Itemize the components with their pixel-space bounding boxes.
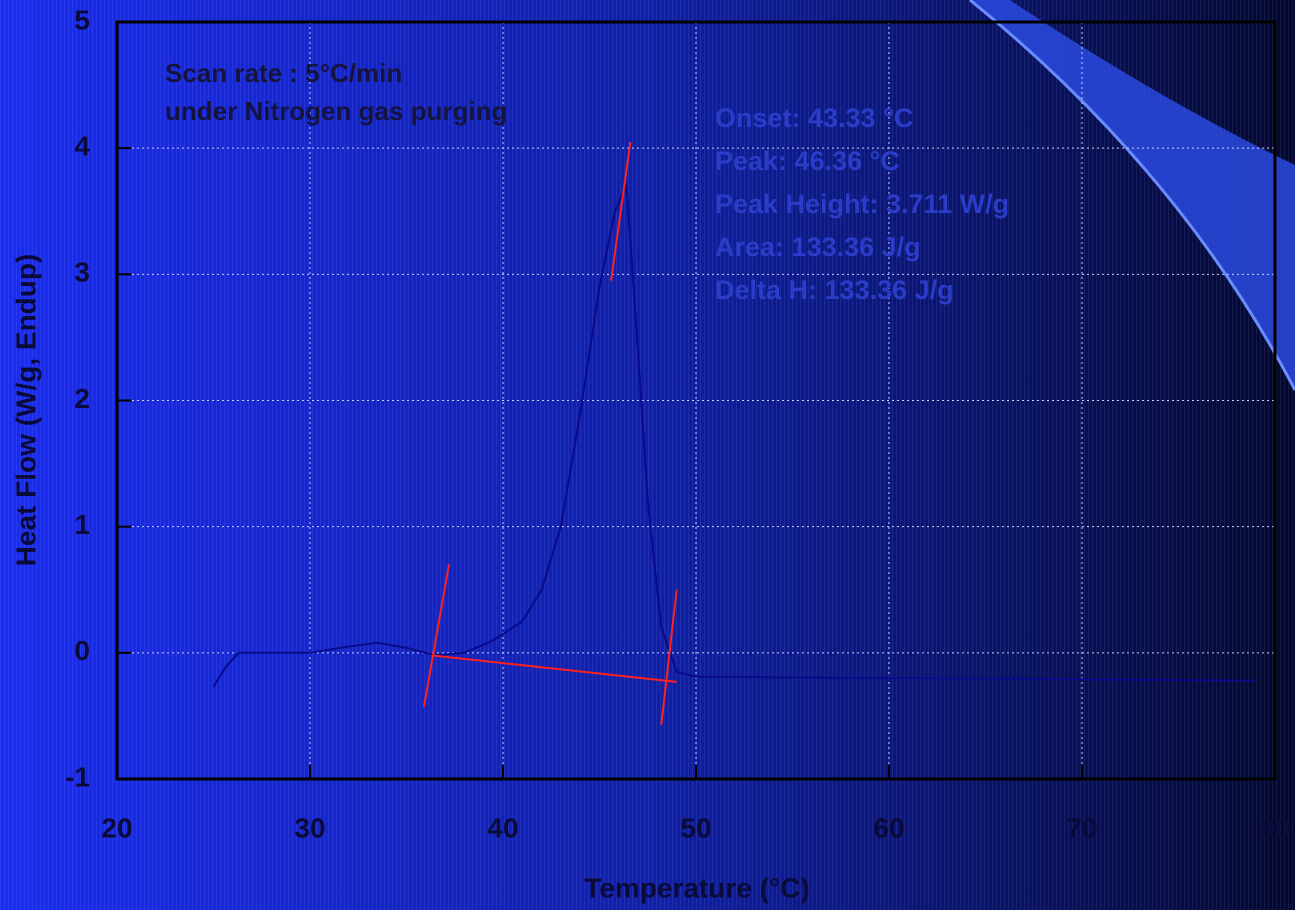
background-stripes	[0, 0, 1295, 910]
x-tick-label: 70	[1066, 812, 1097, 843]
chart: Scan rate : 5°C/min under Nitrogen gas p…	[0, 0, 1295, 910]
y-tick-label: 4	[74, 131, 90, 162]
result-text: Delta H: 133.36 J/g	[715, 275, 954, 305]
y-tick-label: 2	[74, 383, 90, 414]
x-tick-label: 80	[1259, 812, 1290, 843]
x-tick-label: 50	[680, 812, 711, 843]
x-tick-label: 30	[294, 812, 325, 843]
annotation: under Nitrogen gas purging	[165, 96, 507, 126]
result-text: Peak: 46.36 °C	[715, 146, 900, 176]
y-tick-label: 0	[74, 635, 90, 666]
y-tick-label: 3	[74, 257, 90, 288]
x-tick-label: 60	[873, 812, 904, 843]
x-tick-label: 40	[487, 812, 518, 843]
annotation: Scan rate : 5°C/min	[165, 58, 402, 88]
result-text: Onset: 43.33 °C	[715, 103, 913, 133]
y-tick-label: 5	[74, 4, 90, 35]
x-axis-title: Temperature (°C)	[584, 872, 809, 903]
result-text: Peak Height: 3.711 W/g	[715, 189, 1009, 219]
result-text: Area: 133.36 J/g	[715, 232, 921, 262]
y-tick-label: -1	[65, 761, 90, 792]
y-tick-label: 1	[74, 509, 90, 540]
x-tick-label: 20	[101, 812, 132, 843]
page: {"chart_data": {"type": "line", "xlabel"…	[0, 0, 1295, 910]
y-axis-title: Heat Flow (W/g, Endup)	[10, 254, 41, 567]
